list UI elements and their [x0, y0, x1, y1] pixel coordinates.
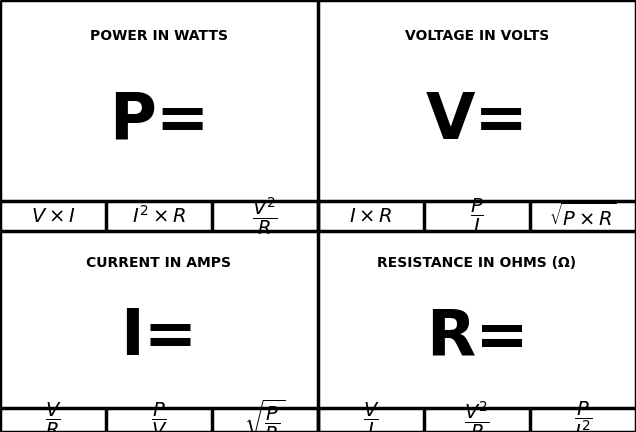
Text: R=: R= [425, 306, 529, 368]
Text: CURRENT IN AMPS: CURRENT IN AMPS [86, 256, 232, 270]
Text: $\dfrac{P}{I^2}$: $\dfrac{P}{I^2}$ [574, 399, 592, 432]
Text: P=: P= [109, 89, 209, 152]
Text: V=: V= [425, 89, 529, 152]
Text: $\dfrac{V^2}{P}$: $\dfrac{V^2}{P}$ [464, 399, 490, 432]
Text: POWER IN WATTS: POWER IN WATTS [90, 29, 228, 43]
Text: I=: I= [120, 306, 198, 368]
Text: $I^2 \times R$: $I^2 \times R$ [132, 205, 186, 227]
Text: $\dfrac{V^2}{R}$: $\dfrac{V^2}{R}$ [252, 195, 278, 237]
Text: $I \times R$: $I \times R$ [349, 206, 392, 226]
Text: $\dfrac{V}{R}$: $\dfrac{V}{R}$ [45, 401, 61, 432]
Text: $\dfrac{V}{I}$: $\dfrac{V}{I}$ [363, 401, 379, 432]
Text: VOLTAGE IN VOLTS: VOLTAGE IN VOLTS [405, 29, 549, 43]
Text: RESISTANCE IN OHMS (Ω): RESISTANCE IN OHMS (Ω) [377, 256, 577, 270]
Text: $V \times I$: $V \times I$ [31, 206, 75, 226]
Text: $\dfrac{P}{V}$: $\dfrac{P}{V}$ [151, 401, 167, 432]
Text: $\dfrac{P}{I}$: $\dfrac{P}{I}$ [470, 197, 484, 235]
Text: $\sqrt{\dfrac{P}{R}}$: $\sqrt{\dfrac{P}{R}}$ [244, 397, 286, 432]
Text: $\sqrt{P \times R}$: $\sqrt{P \times R}$ [550, 202, 617, 230]
